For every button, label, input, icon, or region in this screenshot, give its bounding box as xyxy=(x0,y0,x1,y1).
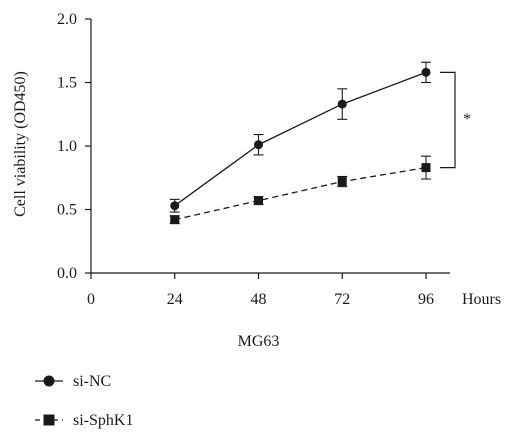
y-axis-label: Cell viability (OD450) xyxy=(12,71,29,217)
legend-marker xyxy=(43,375,55,387)
legend-item: si-NC xyxy=(35,373,111,390)
axes: 0 24 48 72 96 0.0 0.5 1.0 1.5 2.0 xyxy=(57,11,450,308)
significance-bracket xyxy=(440,71,456,169)
x-tick-label: 24 xyxy=(167,291,183,308)
x-axis-label: MG63 xyxy=(238,333,280,350)
y-tick-label: 2.0 xyxy=(57,11,77,28)
data-point xyxy=(170,201,180,211)
y-tick-label: 1.5 xyxy=(57,75,77,92)
series-si-SphK1 xyxy=(169,155,431,225)
data-point xyxy=(254,196,263,206)
series-line xyxy=(174,166,427,221)
significance-marker: * xyxy=(463,111,471,128)
y-tick-label: 0.5 xyxy=(57,202,77,219)
series-layer xyxy=(169,61,456,225)
series-line xyxy=(174,71,427,207)
x-tick-label: 72 xyxy=(334,291,350,308)
series-si-NC xyxy=(169,61,431,213)
x-tick-label: 0 xyxy=(87,291,95,308)
legend-item: si-SphK1 xyxy=(35,412,133,429)
data-point xyxy=(254,140,263,150)
data-point xyxy=(421,163,431,173)
y-tick-label: 0.0 xyxy=(57,265,77,282)
data-point xyxy=(337,99,347,109)
x-tick-label: 48 xyxy=(251,291,267,308)
data-point xyxy=(421,67,431,77)
y-tick-label: 1.0 xyxy=(57,138,77,155)
data-point xyxy=(337,177,347,187)
x-axis-unit: Hours xyxy=(462,291,501,308)
legend-label: si-SphK1 xyxy=(73,412,133,429)
legend-label: si-NC xyxy=(73,373,111,390)
data-point xyxy=(170,215,180,225)
x-tick-label: 96 xyxy=(418,291,434,308)
legend-marker xyxy=(43,414,55,426)
legend: si-NC si-SphK1 xyxy=(35,373,133,429)
